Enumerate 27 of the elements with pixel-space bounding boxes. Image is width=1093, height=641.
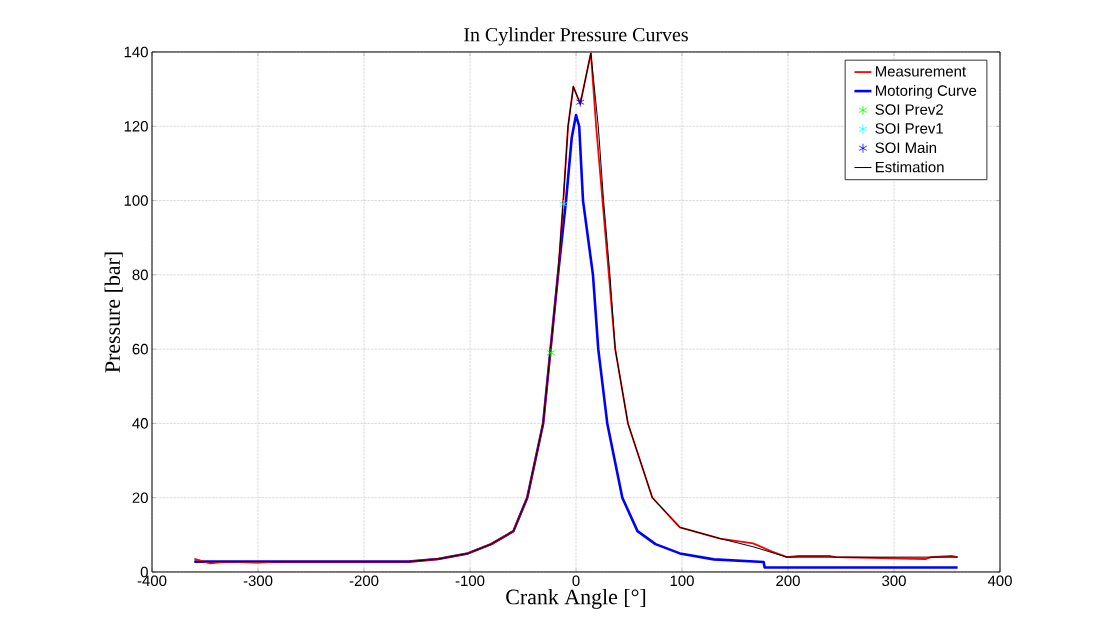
y-tick-label: 40 <box>132 418 148 429</box>
x-tick-label: -200 <box>349 575 379 587</box>
y-tick-label: 60 <box>132 343 148 355</box>
legend-label: SOI Main <box>875 142 937 154</box>
x-tick-label: 0 <box>572 575 580 587</box>
x-tick-label: 100 <box>670 575 694 587</box>
x-tick-label: -300 <box>243 575 273 587</box>
y-tick-label: 120 <box>124 120 148 132</box>
x-tick-label: 400 <box>987 575 1012 587</box>
y-tick-label: 80 <box>132 269 148 281</box>
y-tick-label: 140 <box>124 46 148 58</box>
legend-label: SOI Prev2 <box>875 104 943 115</box>
y-tick-label: 20 <box>132 492 148 503</box>
chart-title: In Cylinder Pressure Curves <box>464 27 688 46</box>
x-tick-label: 300 <box>882 575 906 587</box>
legend-label: Estimation <box>875 161 944 173</box>
x-tick-label: -100 <box>455 575 485 587</box>
legend-label: Motoring Curve <box>875 84 977 99</box>
x-axis-title: Crank Angle [°] <box>506 588 646 609</box>
x-tick-label: 200 <box>776 575 800 587</box>
point <box>559 199 568 210</box>
point <box>546 347 556 358</box>
y-tick-label: 100 <box>124 195 148 206</box>
point <box>575 97 585 108</box>
legend-label: Measurement <box>875 66 966 77</box>
legend-label: SOI Prev1 <box>875 123 943 134</box>
y-axis-title: Pressure [bar] <box>104 252 123 373</box>
